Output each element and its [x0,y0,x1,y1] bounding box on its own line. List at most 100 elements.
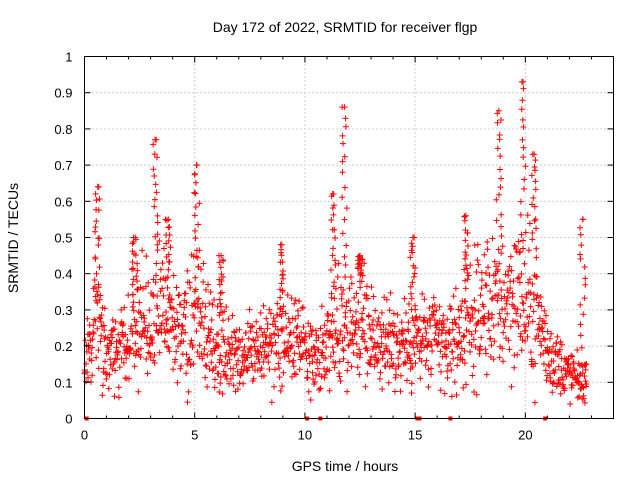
spike-point [497,116,504,123]
y-tick-label: 0.6 [54,194,72,209]
spike-point [152,181,159,188]
data-point [142,283,149,290]
data-point [416,326,423,333]
data-point [370,293,377,300]
data-point [244,367,251,374]
data-point [159,320,166,327]
data-point [353,340,360,347]
data-point [561,385,568,392]
data-point [355,324,362,331]
data-point [439,317,446,324]
spike-point [92,254,99,261]
data-point [406,301,413,308]
data-point [550,358,557,365]
spike-point [216,281,223,288]
data-point [447,340,454,347]
data-point [97,338,104,345]
data-point [174,379,181,386]
spike-point [129,259,136,266]
spike-point [196,247,203,254]
data-point [535,302,542,309]
data-point [195,295,202,302]
data-point [90,330,97,337]
data-point [267,310,274,317]
data-point [366,321,373,328]
data-point [119,322,126,329]
data-point [529,280,536,287]
data-point [496,260,503,267]
spike-peak-point [531,151,538,158]
spike-point [342,123,349,130]
data-point [193,328,200,335]
data-point [222,371,229,378]
data-point [314,365,321,372]
data-point [364,295,371,302]
spike-point [130,265,137,272]
data-point [249,323,256,330]
data-point [417,375,424,382]
data-point [540,317,547,324]
data-point [291,370,298,377]
data-point [310,343,317,350]
data-point [263,334,270,341]
data-point [444,316,451,323]
data-point [421,314,428,321]
data-point [491,338,498,345]
data-point [145,279,152,286]
spike-point [517,198,524,205]
data-point [281,339,288,346]
data-point [345,297,352,304]
spike-point [408,240,415,247]
data-point [210,336,217,343]
data-point [203,363,210,370]
spike-point [279,287,286,294]
data-point [99,382,106,389]
data-point [129,303,136,310]
data-point [151,351,158,358]
spike-point [331,279,338,286]
data-point [401,295,408,302]
data-point [173,284,180,291]
data-point [371,339,378,346]
data-point [514,275,521,282]
data-point [461,332,468,339]
data-point [191,300,198,307]
data-point [175,292,182,299]
data-point [286,358,293,365]
spike-point [195,263,202,270]
spike-point [279,308,286,315]
data-point [452,285,459,292]
spike-point [154,241,161,248]
x-tick-label: 0 [81,428,88,443]
data-point [146,322,153,329]
spike-point [279,272,286,279]
data-point [159,260,166,267]
spike-peak-point [277,241,284,248]
data-point [451,379,458,386]
data-point [241,343,248,350]
grid [84,56,614,419]
data-point [266,366,273,373]
data-point [460,334,467,341]
data-point [127,345,134,352]
data-point [549,389,556,396]
data-point [235,357,242,364]
data-point [542,320,549,327]
data-point [149,291,156,298]
data-point [359,327,366,334]
data-point [115,394,122,401]
data-point [321,322,328,329]
data-point [522,323,529,330]
data-point [447,360,454,367]
data-point [185,388,192,395]
spike-point [520,245,527,252]
data-point [465,272,472,279]
data-point [470,363,477,370]
data-point [157,266,164,273]
data-point [258,365,265,372]
data-point [471,389,478,396]
spike-point [132,252,139,259]
data-point [533,273,540,280]
spike-point [494,119,501,126]
data-point [379,385,386,392]
